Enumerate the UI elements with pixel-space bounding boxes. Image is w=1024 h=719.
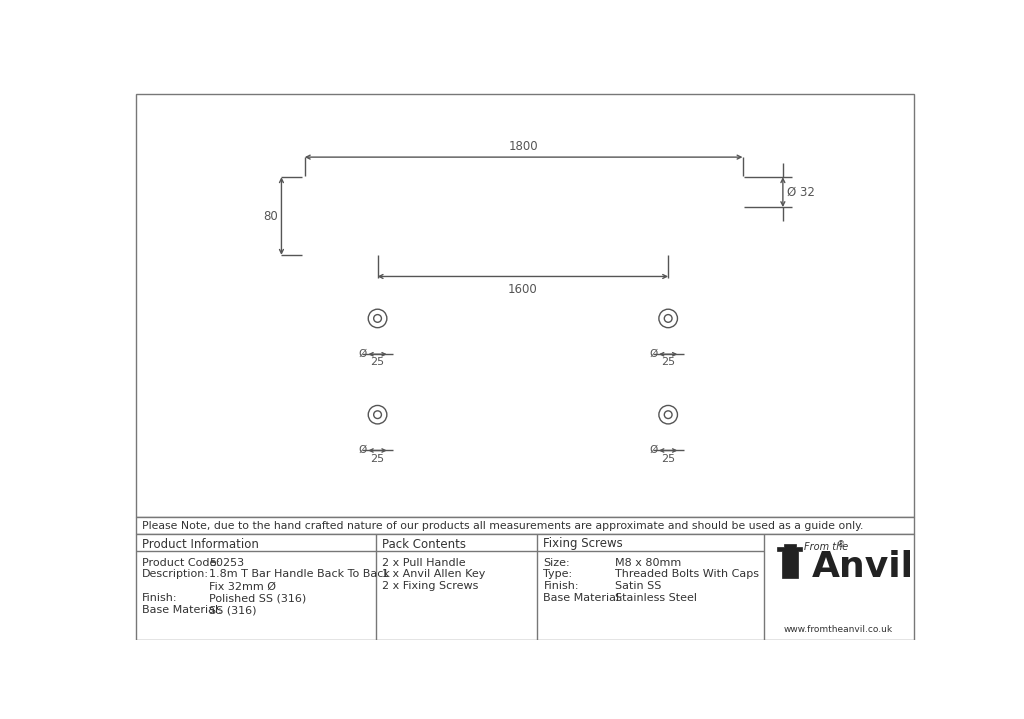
Text: Fix 32mm Ø: Fix 32mm Ø (209, 582, 276, 592)
Text: Ø 32: Ø 32 (786, 186, 815, 198)
Polygon shape (777, 544, 802, 577)
Text: Base Material:: Base Material: (544, 593, 624, 603)
Text: 1600: 1600 (508, 283, 538, 296)
Text: 2 x Fixing Screws: 2 x Fixing Screws (382, 582, 478, 592)
Text: SS (316): SS (316) (209, 605, 257, 615)
Text: Finish:: Finish: (544, 582, 579, 592)
Text: 25: 25 (371, 454, 385, 464)
Bar (367, 207, 388, 255)
Text: Type:: Type: (544, 569, 572, 580)
Text: 2 x Pull Handle: 2 x Pull Handle (382, 557, 466, 567)
Text: 1800: 1800 (509, 139, 539, 152)
Bar (657, 207, 679, 255)
Text: 25: 25 (371, 357, 385, 367)
Text: Size:: Size: (544, 557, 570, 567)
Text: Product Information: Product Information (142, 538, 259, 551)
Text: Ø: Ø (358, 349, 367, 359)
Text: Please Note, due to the hand crafted nature of our products all measurements are: Please Note, due to the hand crafted nat… (142, 521, 863, 531)
Text: Threaded Bolts With Caps: Threaded Bolts With Caps (614, 569, 759, 580)
Text: 80: 80 (263, 209, 278, 222)
Text: 1.8m T Bar Handle Back To Back: 1.8m T Bar Handle Back To Back (209, 569, 390, 580)
Text: Pack Contents: Pack Contents (382, 538, 466, 551)
Text: Polished SS (316): Polished SS (316) (209, 593, 306, 603)
Text: M8 x 80mm: M8 x 80mm (614, 557, 681, 567)
Bar (305, 177, 742, 207)
Bar (136, 534, 913, 640)
Text: 50253: 50253 (209, 557, 245, 567)
Text: Ø: Ø (649, 445, 657, 454)
Bar (305, 402, 742, 427)
Text: Stainless Steel: Stainless Steel (614, 593, 696, 603)
Text: Description:: Description: (142, 569, 209, 580)
Text: Product Code:: Product Code: (142, 557, 220, 567)
Text: Finish:: Finish: (142, 593, 177, 603)
Text: Ø: Ø (358, 445, 367, 454)
Text: 25: 25 (662, 454, 675, 464)
Text: www.fromtheanvil.co.uk: www.fromtheanvil.co.uk (784, 625, 893, 633)
Text: 1 x Anvil Allen Key: 1 x Anvil Allen Key (382, 569, 485, 580)
Text: ®: ® (838, 541, 846, 549)
Bar (305, 306, 742, 331)
Text: 25: 25 (662, 357, 675, 367)
Text: Fixing Screws: Fixing Screws (544, 538, 624, 551)
Text: Anvil: Anvil (812, 550, 913, 584)
Text: Ø: Ø (649, 349, 657, 359)
Text: Base Material:: Base Material: (142, 605, 222, 615)
Bar (136, 94, 913, 518)
Text: Satin SS: Satin SS (614, 582, 662, 592)
Bar (136, 518, 913, 534)
Text: From the: From the (804, 542, 848, 552)
